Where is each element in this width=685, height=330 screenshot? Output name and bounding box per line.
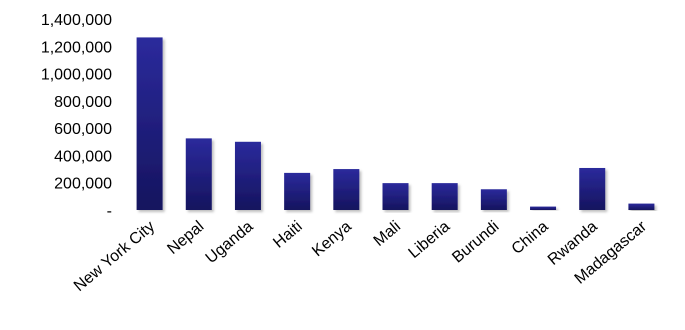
x-tick-label: Uganda <box>203 218 257 267</box>
bar-uganda <box>234 141 261 210</box>
bar-madagascar <box>628 203 655 210</box>
y-tick-label: 1,200,000 <box>41 39 112 56</box>
y-tick-label: 800,000 <box>54 94 112 111</box>
bar-haiti <box>284 172 311 210</box>
x-tick-label: China <box>509 218 552 258</box>
y-tick-label: - <box>107 203 112 220</box>
bar-liberia <box>431 183 458 210</box>
x-tick-label: Kenya <box>309 218 355 260</box>
x-tick-label: New York City <box>71 218 158 295</box>
y-axis: - 200,000 400,000 600,000 800,000 1,000,000 1,… <box>41 12 112 220</box>
x-tick-label: Haiti <box>270 218 305 252</box>
bar-nepal <box>185 138 212 210</box>
bar-burundi <box>480 189 507 210</box>
bar-kenya <box>333 169 360 210</box>
x-tick-label: Nepal <box>164 218 207 258</box>
y-tick-label: 1,400,000 <box>41 12 112 29</box>
y-tick-label: 200,000 <box>54 176 112 193</box>
x-tick-label: Mali <box>371 218 404 250</box>
bar-china <box>530 206 557 210</box>
bar-mali <box>382 183 409 210</box>
y-tick-label: 1,000,000 <box>41 67 112 84</box>
y-tick-label: 600,000 <box>54 121 112 138</box>
x-tick-label: Liberia <box>406 218 454 262</box>
y-tick-label: 400,000 <box>54 148 112 165</box>
bar-new-york-city <box>136 37 163 210</box>
bars-group <box>136 37 655 210</box>
bar-rwanda <box>579 167 606 210</box>
x-tick-label: Burundi <box>449 218 502 266</box>
